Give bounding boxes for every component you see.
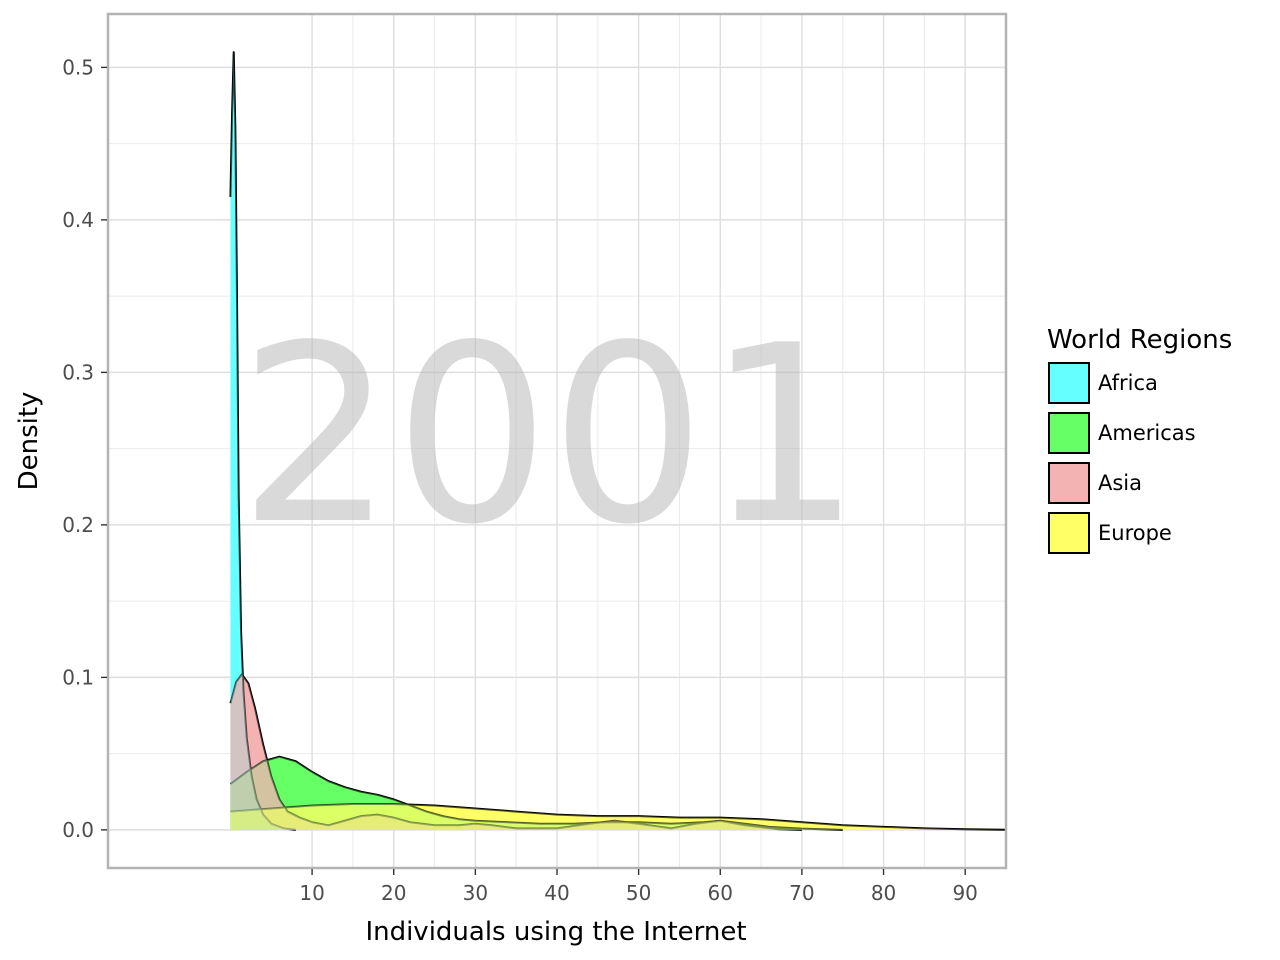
legend-label-americas: Americas xyxy=(1098,421,1196,445)
density-overlay-asia xyxy=(230,674,802,830)
legend-swatch-europe xyxy=(1048,512,1090,554)
x-axis-title: Individuals using the Internet xyxy=(365,917,746,947)
x-axis-ticks: 10 20 30 40 50 60 70 80 90 xyxy=(299,869,978,905)
y-axis-title: Density xyxy=(14,392,44,491)
x-tick-label: 40 xyxy=(544,881,569,905)
legend-swatch-asia xyxy=(1048,462,1090,504)
density-line-europe xyxy=(230,802,1006,831)
legend-label-africa: Africa xyxy=(1098,371,1158,395)
legend: World Regions Africa Americas Asia Europe xyxy=(1047,325,1232,554)
legend-items: Africa Americas Asia Europe xyxy=(1048,362,1196,554)
x-tick-label: 50 xyxy=(626,881,651,905)
legend-swatch-africa xyxy=(1048,362,1090,404)
density-areas xyxy=(229,51,1006,831)
density-overlay-africa xyxy=(230,52,296,830)
y-tick-label: 0.0 xyxy=(62,818,94,842)
density-line-africa xyxy=(229,51,296,831)
density-overlay-americas xyxy=(230,756,843,830)
x-tick-label: 70 xyxy=(789,881,814,905)
year-watermark: 2001 xyxy=(238,293,862,578)
x-tick-label: 10 xyxy=(299,881,324,905)
x-tick-label: 90 xyxy=(952,881,977,905)
legend-swatch-americas xyxy=(1048,412,1090,454)
y-tick-label: 0.1 xyxy=(62,665,94,689)
x-tick-label: 20 xyxy=(381,881,406,905)
legend-title: World Regions xyxy=(1047,325,1232,355)
density-overlay-europe xyxy=(230,803,1006,830)
x-tick-label: 60 xyxy=(708,881,733,905)
x-tick-label: 80 xyxy=(871,881,896,905)
y-tick-label: 0.4 xyxy=(62,208,94,232)
y-axis-ticks: 0.0 0.1 0.2 0.3 0.4 0.5 xyxy=(62,55,107,842)
legend-label-europe: Europe xyxy=(1098,521,1172,545)
y-tick-label: 0.5 xyxy=(62,55,94,79)
x-tick-label: 30 xyxy=(463,881,488,905)
y-tick-label: 0.3 xyxy=(62,360,94,384)
y-tick-label: 0.2 xyxy=(62,513,94,537)
density-line-asia xyxy=(229,673,802,831)
legend-label-asia: Asia xyxy=(1098,471,1142,495)
panel-border xyxy=(106,12,1008,870)
